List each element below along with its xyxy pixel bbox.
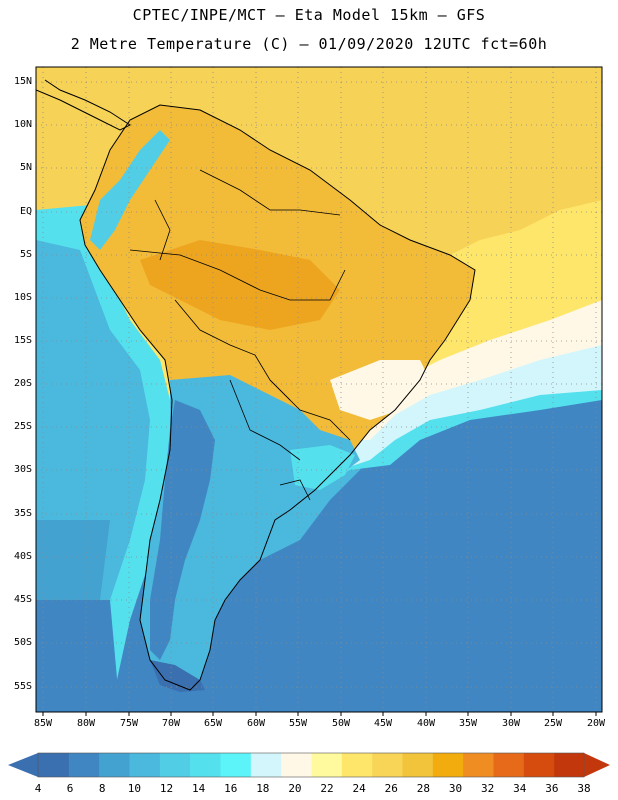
colorbar-label: 24 [352, 782, 366, 795]
colorbar-label: 32 [481, 782, 495, 795]
lon-label: 30W [501, 718, 521, 729]
colorbar-label: 26 [384, 782, 398, 795]
colorbar-label: 34 [513, 782, 527, 795]
lat-label: 45S [13, 594, 32, 605]
colorbar-label: 14 [191, 782, 206, 795]
colorbar-box [402, 753, 433, 777]
lat-label: EQ [19, 206, 32, 217]
colorbar [8, 752, 610, 778]
andes-north-cool [90, 130, 170, 250]
country-borders [129, 169, 351, 501]
colorbar-label: 8 [98, 782, 106, 795]
colorbar-box [98, 753, 130, 777]
lat-label: 15S [13, 335, 32, 346]
lon-label: 70W [161, 718, 181, 729]
lat-label: 10S [13, 292, 32, 303]
colorbar-label: 6 [66, 782, 74, 795]
lat-label: 55S [13, 681, 32, 692]
colorbar-label: 12 [159, 782, 174, 795]
colorbar-box [523, 753, 555, 777]
colorbar-box [462, 753, 494, 777]
axis-ticks [42, 712, 597, 716]
lat-label: 15N [13, 76, 32, 87]
title-line-1: CPTEC/INPE/MCT – Eta Model 15km – GFS [132, 6, 486, 24]
colorbar-label: 22 [320, 782, 334, 795]
colorbar-box [68, 753, 100, 777]
lon-label: 60W [246, 718, 266, 729]
colorbar-box [371, 753, 403, 777]
colorbar-box [341, 753, 373, 777]
lon-label: 35W [458, 718, 478, 729]
title-line-2: 2 Metre Temperature (C) – 01/09/2020 12U… [70, 35, 548, 53]
colorbar-label: 28 [416, 782, 431, 795]
lat-label: 35S [13, 508, 32, 519]
pacific-south [36, 520, 110, 620]
uruguay-pale [290, 445, 355, 490]
colorbar-over-arrow [584, 753, 610, 777]
lon-label: 25W [543, 718, 563, 729]
colorbar-label: 16 [224, 782, 238, 795]
lon-label: 75W [119, 718, 139, 729]
colorbar-label: 4 [34, 782, 42, 795]
lon-label: 55W [288, 718, 308, 729]
colorbar-box [220, 753, 251, 777]
southeast-pale [330, 360, 430, 420]
colorbar-box [553, 753, 585, 777]
lon-label: 40W [416, 718, 436, 729]
lat-label: 20S [13, 378, 32, 389]
lat-label: 5S [19, 249, 32, 260]
lon-label: 85W [33, 718, 53, 729]
colorbar-label: 38 [577, 782, 591, 795]
pacific-far-south [36, 600, 120, 712]
lat-label: 10N [13, 119, 32, 130]
lon-label: 80W [76, 718, 96, 729]
map-area [36, 67, 602, 712]
colorbar-frame [37, 752, 585, 778]
lon-label: 20W [586, 718, 606, 729]
southern-tip [150, 660, 205, 692]
colorbar-label: 10 [127, 782, 141, 795]
lat-label: 30S [13, 464, 32, 475]
lat-label: 50S [13, 637, 32, 648]
lat-label: 5N [19, 162, 32, 173]
pacific-mid [36, 240, 150, 600]
map-frame [35, 66, 603, 713]
lat-label: 40S [13, 551, 32, 562]
andes-cold [150, 400, 215, 660]
lon-label: 45W [373, 718, 393, 729]
colorbar-box [159, 753, 191, 777]
colorbar-under-arrow [8, 753, 38, 777]
colorbar-box [280, 753, 312, 777]
colorbar-label: 18 [256, 782, 270, 795]
lat-label: 25S [13, 421, 32, 432]
colorbar-box [432, 753, 464, 777]
colorbar-box [129, 753, 160, 777]
colorbar-label: 20 [288, 782, 302, 795]
colorbar-box [38, 753, 69, 777]
central-america-coast [36, 79, 132, 131]
colorbar-box [311, 753, 342, 777]
colorbar-box [189, 753, 221, 777]
lon-label: 65W [203, 718, 223, 729]
colorbar-label: 30 [448, 782, 463, 795]
colorbar-box [250, 753, 282, 777]
coastline [79, 104, 476, 691]
colorbar-box [493, 753, 524, 777]
amazon-hot [140, 240, 340, 330]
colorbar-label: 36 [545, 782, 559, 795]
lon-label: 50W [331, 718, 351, 729]
